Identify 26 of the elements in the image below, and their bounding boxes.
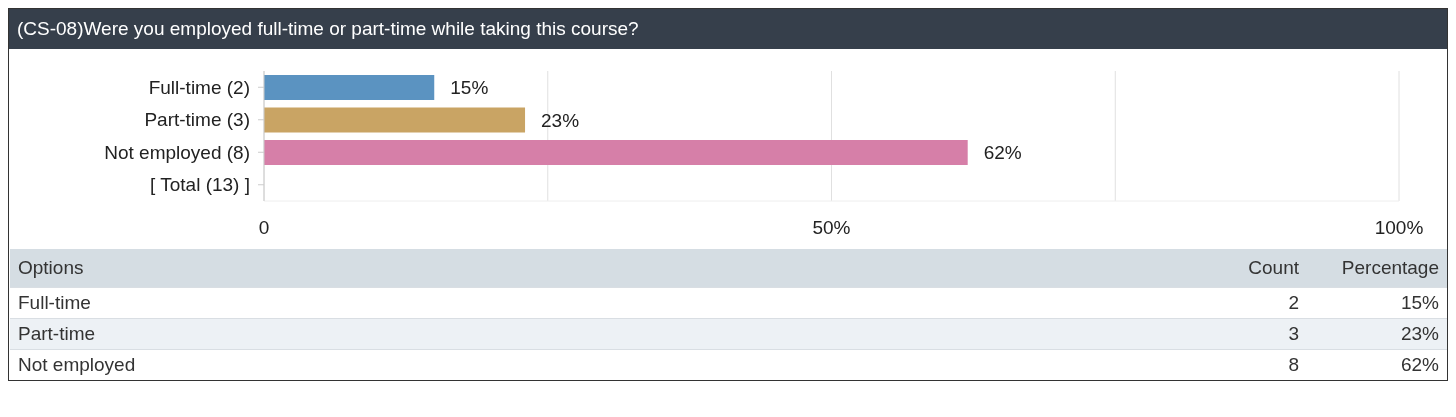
y-tick-label: Full-time (2) [148,76,250,98]
data-label: 23% [541,109,580,131]
y-tick-label: [ Total (13) ] [150,174,250,196]
data-label: 62% [1307,354,1447,376]
category-label: Not employed [17,354,137,376]
bar [264,75,435,100]
category-label: Part-time [17,323,97,345]
text: Options [17,257,85,279]
data-label: 2 [1219,292,1307,314]
category-label: Full-time [17,292,92,314]
data-label: 62% [983,142,1022,164]
data-label: 3 [1219,323,1307,345]
series-label: Count [1247,257,1300,279]
chart-title: (CS-08)Were you employed full-time or part-time while taking this course? [9,9,1447,49]
data-label: 23% [1307,323,1447,345]
x-tick-label: 100% [1374,217,1424,239]
x-tick-label: 0 [258,217,270,239]
data-label: 15% [1307,292,1447,314]
y-tick-label: Not employed (8) [104,141,250,163]
x-tick-label: 50% [812,217,851,239]
series-label: Percentage [1340,257,1440,279]
bar [264,107,526,133]
data-label: 8 [1219,354,1307,376]
y-tick-label: Part-time (3) [144,109,250,131]
data-label: 15% [450,77,489,99]
bar [264,140,968,165]
